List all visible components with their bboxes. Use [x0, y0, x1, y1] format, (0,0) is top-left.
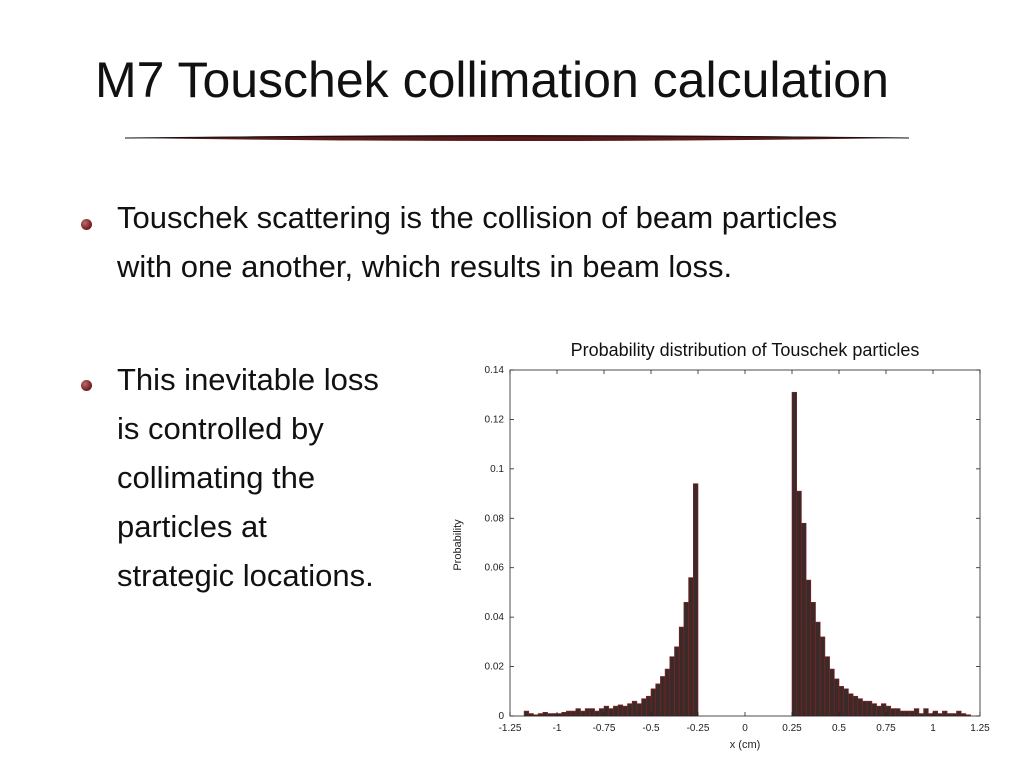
title-divider [125, 135, 909, 141]
histogram-bar [890, 708, 896, 717]
histogram-bar [852, 695, 859, 717]
histogram-bar [923, 708, 929, 717]
histogram-bar [693, 483, 699, 717]
histogram-bar [613, 705, 619, 717]
histogram-bar [570, 710, 577, 717]
y-tick-label: 0 [498, 711, 504, 722]
histogram-bar [904, 710, 910, 717]
y-tick-label: 0.1 [490, 464, 504, 475]
histogram-bar [603, 705, 609, 717]
bullet-2-line-4: particles at [117, 509, 267, 544]
x-tick-label: 0.75 [876, 723, 896, 734]
histogram-bar [913, 708, 920, 717]
histogram-bar [942, 710, 948, 717]
histogram-bar [636, 703, 642, 717]
x-tick-label: -0.5 [642, 723, 660, 734]
y-tick-label: 0.14 [485, 365, 505, 376]
x-tick-label: 0 [742, 723, 748, 734]
histogram-bar [664, 668, 671, 717]
x-tick-label: -1.25 [499, 723, 522, 734]
histogram-bar [542, 711, 548, 717]
x-tick-label: -1 [553, 723, 562, 734]
histogram-bar [880, 703, 887, 717]
bullet-1-line-1: Touschek scattering is the collision of … [117, 200, 838, 235]
histogram-bar [843, 688, 849, 717]
plot-frame [509, 369, 981, 717]
histogram-bar [584, 708, 591, 717]
bullet-2-line-5: strategic locations. [117, 558, 374, 593]
histogram-bar [650, 688, 656, 717]
bullet-2-line-3: collimating the [117, 460, 316, 495]
x-tick-label: 1.25 [970, 723, 990, 734]
histogram-bar [862, 700, 868, 717]
histogram-bar [848, 693, 854, 717]
bullet-marker-1 [81, 219, 92, 230]
histogram-bar [608, 708, 614, 717]
x-tick-label: 1 [930, 723, 936, 734]
histogram-bar [678, 626, 685, 717]
bullet-text-1: Touschek scattering is the collision of … [117, 193, 997, 291]
x-tick-label: -0.25 [687, 723, 710, 734]
histogram-bar [871, 703, 877, 717]
histogram-bar [796, 490, 802, 717]
y-tick-label: 0.04 [485, 612, 505, 623]
histogram-bar [801, 522, 807, 717]
slide-title: M7 Touschek collimation calculation [95, 52, 889, 108]
bullet-marker-2 [81, 380, 92, 391]
histogram-bar [885, 705, 891, 717]
histogram-bar [622, 705, 628, 717]
histogram-bar [815, 621, 821, 717]
histogram-bar [909, 710, 915, 717]
y-tick-label: 0.02 [485, 662, 505, 673]
x-tick-label: 0.25 [782, 723, 802, 734]
histogram-bar [899, 710, 906, 717]
histogram-bar [833, 678, 840, 717]
bullet-2-line-1: This inevitable loss [117, 362, 379, 397]
histogram-bar [857, 698, 863, 717]
bullet-2-line-2: is controlled by [117, 411, 324, 446]
histogram-bar [631, 700, 638, 717]
histogram-bar [599, 708, 605, 717]
histogram-bar [876, 705, 882, 717]
histogram-bar [819, 636, 826, 717]
histogram-bar [829, 668, 835, 717]
histogram-bar [523, 710, 530, 717]
histogram-bar [566, 710, 572, 717]
histogram-bar [655, 683, 661, 717]
histogram-bar [641, 698, 647, 717]
histogram-bar [866, 700, 873, 717]
bullet-1-line-2: with one another, which results in beam … [117, 249, 733, 284]
x-tick-label: 0.5 [832, 723, 846, 734]
histogram-bar [791, 391, 797, 717]
histogram-chart: -1.25 -1 -0.75 -0.5 -0.25 0 0.25 0.5 0.75 1 1.25 0 0… [452, 365, 990, 751]
histogram-bar [683, 602, 689, 717]
histogram-bar [805, 579, 812, 717]
histogram-bar [688, 577, 694, 717]
histogram-bar [580, 710, 586, 717]
histogram-bar [810, 602, 816, 717]
histogram-bar [956, 710, 962, 717]
histogram-bar [561, 711, 567, 717]
histogram-bar [838, 686, 844, 717]
y-tick-label: 0.06 [485, 563, 505, 574]
histogram-bar [824, 656, 830, 717]
histogram-bar [669, 656, 675, 717]
histogram-bar [674, 646, 680, 717]
histogram-bar [932, 710, 938, 717]
y-tick-label: 0.08 [485, 513, 505, 524]
histogram-bar [660, 676, 666, 717]
y-axis-label: Probability [452, 519, 464, 571]
histogram-bar [646, 695, 652, 717]
histogram-bar [594, 710, 600, 717]
x-axis-label: x (cm) [730, 739, 761, 751]
histogram-bar [617, 704, 624, 717]
x-tick-label: -0.75 [593, 723, 616, 734]
bullet-text-2: This inevitable loss is controlled by co… [117, 355, 447, 600]
chart-title: Probability distribution of Touschek par… [570, 340, 920, 360]
y-tick-label: 0.12 [485, 414, 505, 425]
histogram-bar [627, 703, 633, 717]
histogram-bar [895, 708, 901, 717]
histogram-bar [575, 708, 581, 717]
histogram-bar [589, 708, 595, 717]
